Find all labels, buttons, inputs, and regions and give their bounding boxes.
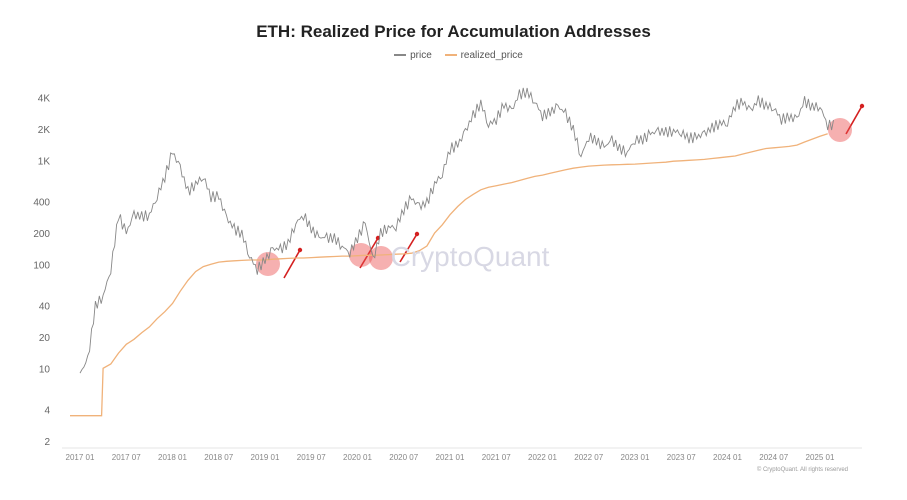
y-tick-label: 2	[44, 437, 50, 448]
legend-realized-price: realized_price	[460, 50, 523, 61]
x-tick-label: 2024 01	[713, 453, 742, 462]
legend-price: price	[410, 50, 432, 61]
x-tick-label: 2019 07	[297, 453, 326, 462]
legend-swatch-price	[394, 54, 407, 57]
y-tick-label: 400	[33, 198, 50, 209]
x-tick-label: 2017 01	[66, 453, 95, 462]
x-tick-label: 2018 07	[204, 453, 233, 462]
x-tick-label: 2021 07	[482, 453, 511, 462]
x-tick-label: 2020 01	[343, 453, 372, 462]
series-price	[79, 87, 834, 374]
y-tick-label: 4	[44, 406, 50, 417]
y-tick-label: 10	[39, 364, 51, 375]
series-realized-price	[70, 133, 828, 417]
trend-arrow	[283, 249, 301, 279]
x-tick-label: 2023 01	[621, 453, 650, 462]
x-tick-label: 2019 01	[251, 453, 280, 462]
y-tick-label: 100	[33, 260, 50, 271]
y-tick-label: 40	[39, 302, 51, 313]
y-tick-label: 4K	[38, 94, 51, 105]
legend-swatch-realized	[444, 54, 457, 57]
x-tick-label: 2017 07	[112, 453, 141, 462]
trend-arrow	[359, 237, 379, 269]
highlight-circle	[256, 252, 280, 276]
legend: price realized_price	[0, 50, 907, 61]
trend-arrow	[845, 105, 863, 135]
x-tick-label: 2018 01	[158, 453, 187, 462]
trend-arrow	[399, 233, 418, 263]
highlight-circle	[828, 118, 852, 142]
x-tick-label: 2023 07	[667, 453, 696, 462]
y-tick-label: 200	[33, 229, 50, 240]
y-tick-label: 2K	[38, 125, 51, 136]
chart-title: ETH: Realized Price for Accumulation Add…	[256, 22, 651, 41]
y-tick-label: 1K	[38, 156, 51, 167]
x-tick-label: 2020 07	[389, 453, 418, 462]
x-tick-label: 2025 01	[806, 453, 835, 462]
credit: © CryptoQuant. All rights reserved	[757, 466, 848, 473]
x-tick-label: 2022 01	[528, 453, 557, 462]
x-tick-label: 2022 07	[574, 453, 603, 462]
x-tick-label: 2021 01	[436, 453, 465, 462]
watermark: CryptoQuant	[391, 241, 550, 272]
x-tick-label: 2024 07	[759, 453, 788, 462]
highlight-circle	[369, 246, 393, 270]
y-tick-label: 20	[39, 333, 51, 344]
